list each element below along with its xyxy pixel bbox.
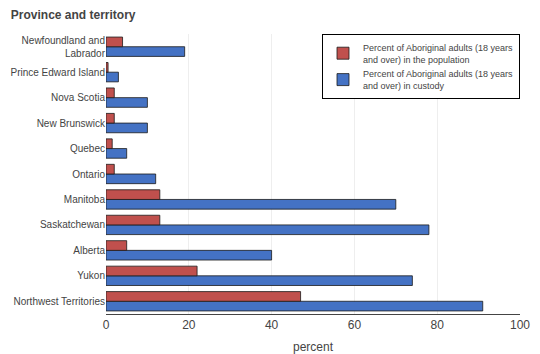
svg-text:Percent of Aboriginal adults (: Percent of Aboriginal adults (18 yearsan… (363, 69, 513, 91)
svg-text:Ontario: Ontario (72, 169, 105, 180)
svg-text:New Brunswick: New Brunswick (37, 118, 106, 129)
svg-text:80: 80 (431, 318, 445, 332)
svg-text:Northwest Territories: Northwest Territories (13, 296, 105, 307)
svg-text:percent: percent (293, 340, 334, 354)
svg-text:Yukon: Yukon (77, 270, 105, 281)
svg-text:Percent of Aboriginal adults (: Percent of Aboriginal adults (18 yearsan… (363, 43, 513, 65)
svg-text:Province and territory: Province and territory (11, 8, 136, 22)
svg-text:Alberta: Alberta (73, 245, 105, 256)
svg-text:Manitoba: Manitoba (64, 194, 106, 205)
svg-text:Nova Scotia: Nova Scotia (51, 92, 105, 103)
svg-text:100: 100 (510, 318, 530, 332)
svg-text:Newfoundland andLabrador: Newfoundland andLabrador (22, 35, 106, 59)
svg-text:Saskatchewan: Saskatchewan (40, 219, 105, 230)
svg-text:20: 20 (182, 318, 196, 332)
svg-text:40: 40 (265, 318, 279, 332)
svg-text:Quebec: Quebec (70, 143, 105, 154)
svg-text:60: 60 (348, 318, 362, 332)
svg-text:0: 0 (103, 318, 110, 332)
svg-text:Prince Edward Island: Prince Edward Island (11, 67, 106, 78)
